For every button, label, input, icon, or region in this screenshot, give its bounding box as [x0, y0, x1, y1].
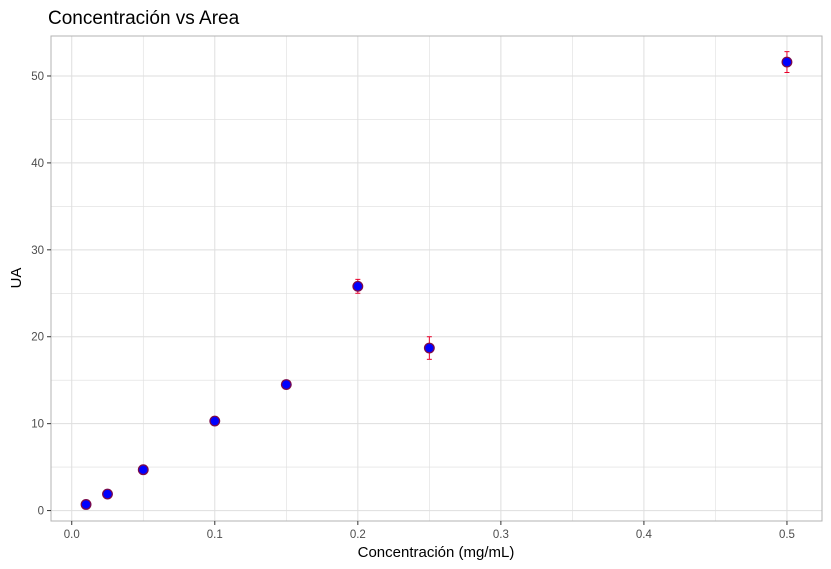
data-point	[781, 56, 793, 68]
x-tick-label: 0.1	[207, 529, 223, 541]
x-tick-label: 0.0	[64, 529, 80, 541]
y-tick-label: 10	[31, 419, 44, 431]
y-tick-label: 0	[38, 506, 44, 518]
y-tick-label: 20	[31, 332, 44, 344]
panel-border	[50, 35, 823, 522]
x-axis-title: Concentración (mg/mL)	[358, 544, 515, 561]
major-gridlines	[51, 36, 822, 521]
data-point	[137, 464, 149, 476]
y-axis-title: UA	[8, 268, 25, 289]
y-tick-label: 30	[31, 245, 44, 257]
x-tick-label: 0.4	[636, 529, 653, 541]
data-point	[80, 499, 92, 510]
y-axis-ticks: 0 10 20 30 40 50	[31, 71, 51, 518]
data-point	[209, 415, 221, 427]
x-tick-label: 0.2	[350, 529, 366, 541]
data-point	[280, 379, 292, 390]
x-axis-ticks: 0.0 0.1 0.2 0.3 0.4 0.5	[64, 521, 795, 541]
data-point	[352, 280, 364, 292]
y-tick-label: 50	[31, 71, 44, 83]
data-points	[80, 56, 793, 510]
y-tick-label: 40	[31, 158, 44, 170]
chart-title: Concentración vs Area	[48, 8, 240, 29]
minor-gridlines	[51, 36, 822, 521]
x-tick-label: 0.3	[493, 529, 509, 541]
data-point	[102, 488, 113, 500]
x-tick-label: 0.5	[779, 529, 795, 541]
data-point	[423, 342, 435, 354]
plot-panel	[51, 36, 822, 521]
